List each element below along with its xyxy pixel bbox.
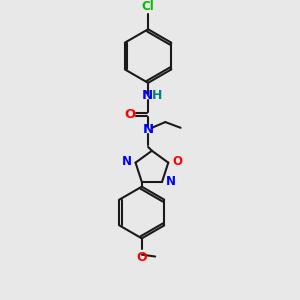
Text: O: O (124, 108, 136, 121)
Text: O: O (172, 155, 182, 168)
Text: O: O (136, 251, 147, 264)
Text: N: N (142, 123, 154, 136)
Text: Cl: Cl (142, 0, 154, 13)
Text: N: N (122, 155, 132, 168)
Text: N: N (166, 176, 176, 188)
Text: H: H (152, 89, 162, 102)
Text: N: N (142, 89, 153, 102)
